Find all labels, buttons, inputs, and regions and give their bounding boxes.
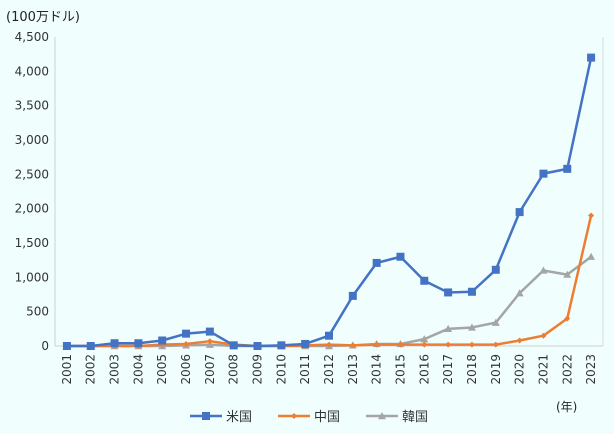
x-tick-label: 2017 [441, 354, 455, 385]
y-tick-label: 1,500 [15, 236, 49, 250]
legend-label: 米国 [226, 410, 252, 425]
x-tick-label: 2020 [513, 354, 527, 385]
data-point [587, 252, 596, 260]
data-point [444, 324, 453, 333]
y-tick-label: 2,500 [15, 167, 49, 181]
data-point [588, 212, 595, 219]
data-point [396, 252, 405, 261]
data-point [205, 327, 214, 336]
y-tick-label: 2,000 [15, 202, 49, 216]
x-tick-label: 2010 [274, 354, 288, 385]
data-point [277, 341, 286, 350]
data-point [348, 291, 357, 300]
data-point [467, 323, 476, 331]
data-point [206, 338, 213, 345]
data-point [491, 318, 500, 326]
data-point [86, 342, 95, 350]
x-tick-label: 2004 [131, 354, 145, 385]
data-point [349, 342, 356, 349]
x-axis-unit: (年) [556, 400, 578, 414]
x-tick-label: 2003 [108, 354, 122, 385]
data-point [516, 337, 523, 344]
x-tick-label: 2008 [227, 354, 241, 385]
data-point [110, 339, 119, 348]
legend-marker [378, 412, 386, 420]
y-tick-label: 4,000 [15, 64, 49, 78]
data-point [445, 341, 452, 348]
data-point [373, 341, 380, 348]
x-tick-label: 2014 [370, 354, 384, 385]
data-point [397, 341, 404, 348]
data-point [229, 341, 238, 350]
data-point [158, 336, 167, 345]
data-point [134, 339, 143, 348]
data-point [491, 265, 500, 274]
data-point [421, 341, 428, 348]
data-point [301, 339, 310, 348]
x-tick-label: 2002 [84, 354, 98, 385]
y-tick-label: 3,000 [15, 133, 49, 147]
data-point [253, 342, 262, 350]
legend-marker [202, 412, 210, 420]
x-tick-label: 2007 [203, 354, 217, 385]
data-point [182, 329, 191, 338]
legend-label: 中国 [314, 410, 340, 425]
data-point [372, 258, 381, 267]
data-point [467, 287, 476, 296]
data-point [444, 288, 453, 297]
x-tick-label: 2001 [60, 354, 74, 385]
x-tick-label: 2015 [393, 354, 407, 385]
x-tick-label: 2011 [298, 354, 312, 385]
data-point [468, 341, 475, 348]
data-point [563, 270, 572, 278]
legend-marker [291, 413, 297, 419]
data-point [515, 208, 524, 217]
y-tick-label: 3,500 [15, 99, 49, 113]
y-axis-unit: (100万ドル) [6, 10, 80, 25]
y-tick-label: 0 [41, 339, 49, 353]
legend-label: 韓国 [402, 410, 428, 425]
y-tick-label: 4,500 [15, 30, 49, 44]
data-point [325, 331, 333, 340]
y-tick-label: 500 [26, 305, 49, 319]
series-line [66, 215, 593, 348]
data-point [62, 342, 71, 350]
x-tick-label: 2016 [417, 354, 431, 385]
data-point [420, 276, 429, 285]
x-tick-label: 2005 [155, 354, 169, 385]
data-point [587, 53, 596, 62]
x-tick-label: 2023 [584, 354, 598, 385]
data-point [564, 315, 571, 322]
data-point [539, 169, 548, 178]
data-point [540, 332, 547, 339]
x-tick-label: 2006 [179, 354, 193, 385]
data-point [563, 164, 572, 173]
data-point [515, 289, 524, 297]
data-point [492, 341, 499, 348]
data-point [420, 335, 429, 343]
x-tick-label: 2022 [560, 354, 574, 385]
x-tick-label: 2021 [536, 354, 550, 385]
x-tick-label: 2013 [346, 354, 360, 385]
x-tick-label: 2018 [465, 354, 479, 385]
data-point [205, 340, 214, 348]
data-point [183, 340, 190, 347]
data-point [539, 266, 548, 274]
x-tick-label: 2019 [489, 354, 503, 385]
y-tick-label: 1,000 [15, 270, 49, 284]
x-tick-label: 2012 [322, 354, 336, 385]
data-point [326, 341, 332, 348]
x-tick-label: 2009 [251, 354, 265, 385]
